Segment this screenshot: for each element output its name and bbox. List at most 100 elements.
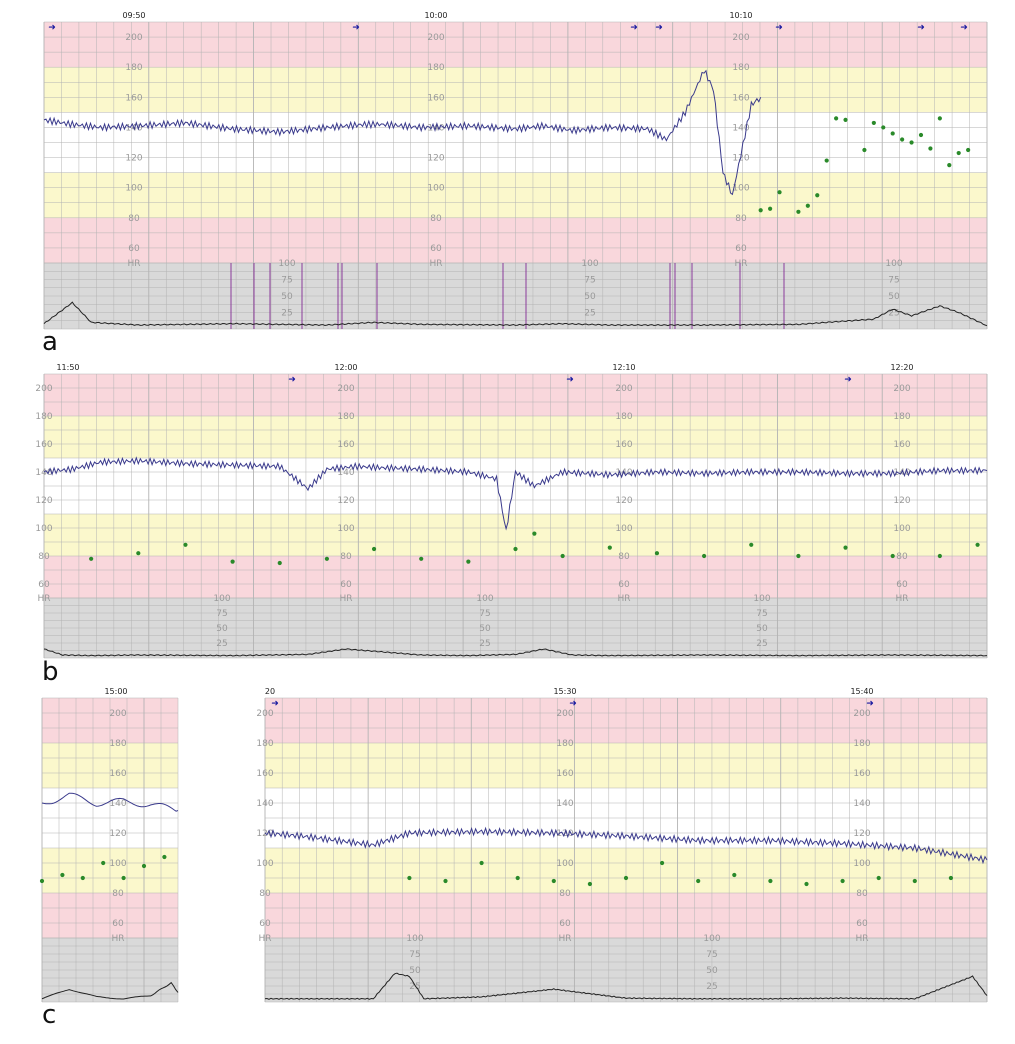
fhr-scale-label: 140: [35, 468, 52, 478]
fhr-scale-label: 140: [893, 468, 910, 478]
fhr-scale-label: 140: [427, 123, 444, 133]
fhr-scale-label: 180: [256, 739, 273, 749]
fhr-scale-label: 100: [893, 524, 910, 534]
maternal-hr-point: [515, 875, 520, 881]
fhr-scale-label: 140: [337, 468, 354, 478]
maternal-hr-point: [804, 881, 809, 887]
time-label: 15:00: [104, 687, 127, 696]
maternal-hr-point: [607, 545, 612, 550]
fhr-scale-label: 60: [112, 919, 124, 929]
fhr-scale-label: 200: [337, 384, 354, 394]
fhr-scale-label: 120: [337, 496, 354, 506]
fhr-scale-label: 100: [556, 859, 573, 869]
maternal-hr-point: [230, 559, 235, 564]
toco-scale-label: 100: [406, 934, 423, 944]
fhr-scale-label: 180: [337, 412, 354, 422]
fhr-scale-label: 180: [556, 739, 573, 749]
toco-trace: [41, 981, 179, 1000]
toco-scale-label: 75: [756, 609, 767, 619]
maternal-hr-point: [407, 875, 412, 881]
event-marker: ➜: [917, 23, 925, 33]
fhr-scale-label: 160: [893, 440, 910, 450]
fhr-axis-label: HR: [258, 934, 271, 944]
fhr-scale-label: 160: [109, 769, 126, 779]
fhr-scale-label: 180: [893, 412, 910, 422]
fhr-scale-label: 200: [732, 33, 749, 43]
maternal-hr-point: [277, 560, 282, 566]
event-marker: ➜: [352, 23, 360, 33]
toco-scale-label: 50: [706, 966, 718, 976]
toco-scale-label: 50: [281, 292, 293, 302]
panel-c-label: c: [42, 1000, 57, 1030]
toco-scale-label: 100: [753, 594, 770, 604]
maternal-hr-point: [758, 208, 763, 213]
fhr-scale-label: 120: [732, 154, 749, 164]
time-label: 12:10: [612, 363, 635, 372]
toco-scale-label: 25: [706, 982, 717, 992]
fhr-scale-label: 120: [853, 829, 870, 839]
fhr-scale-label: 180: [427, 63, 444, 73]
toco-scale-label: 50: [584, 292, 596, 302]
toco-scale-label: 100: [213, 594, 230, 604]
maternal-hr-point: [912, 878, 917, 884]
fhr-scale-label: 200: [35, 384, 52, 394]
event-marker: ➜: [775, 23, 783, 33]
toco-scale-label: 25: [216, 639, 227, 649]
fhr-scale-label: 80: [340, 552, 352, 562]
toco-scale-label: 100: [885, 259, 902, 269]
fhr-trace: [41, 792, 179, 812]
fhr-scale-label: 60: [38, 580, 50, 590]
ctg-strip-c-right: 200 180 160 140 120 100 80 60 HR 200 180 160 140 120 1…: [256, 687, 988, 1003]
toco-scale-label: 50: [479, 624, 491, 634]
fhr-scale-label: 100: [35, 524, 52, 534]
maternal-hr-point: [136, 551, 141, 556]
toco-scale-label: 100: [476, 594, 493, 604]
fhr-scale-label: 200: [556, 709, 573, 719]
maternal-hr-point: [834, 116, 839, 121]
fhr-scale-label: 160: [35, 440, 52, 450]
fhr-scale-label: 60: [856, 919, 868, 929]
maternal-hr-point: [60, 872, 65, 878]
maternal-hr-point: [479, 860, 484, 866]
toco-scale-label: 50: [409, 966, 421, 976]
time-label: 20: [265, 687, 275, 696]
event-marker: ➜: [566, 375, 574, 385]
maternal-hr-point: [101, 860, 106, 866]
fhr-scale-label: 120: [109, 829, 126, 839]
fhr-scale-label: 60: [340, 580, 352, 590]
maternal-hr-point: [796, 209, 801, 214]
fhr-scale-label: 80: [128, 214, 140, 224]
ctg-strip-c-left: 200 180 160 140 120 100 80 60 HR 15:00: [39, 687, 179, 1003]
event-marker: ➜: [569, 699, 577, 709]
maternal-hr-point: [777, 190, 782, 195]
fhr-scale-label: 200: [109, 709, 126, 719]
event-marker: ➜: [271, 699, 279, 709]
fhr-scale-label: 60: [896, 580, 908, 590]
toco-scale-label: 75: [479, 609, 490, 619]
maternal-hr-point: [551, 878, 556, 884]
toco-scale-label: 75: [281, 276, 292, 286]
maternal-hr-point: [513, 546, 518, 552]
maternal-hr-point: [141, 863, 147, 869]
event-marker: ➜: [960, 23, 968, 33]
maternal-hr-point: [890, 553, 895, 559]
fhr-scale-label: 80: [259, 889, 271, 899]
maternal-hr-point: [162, 854, 167, 860]
fhr-scale-label: 160: [256, 769, 273, 779]
fhr-axis-label: HR: [37, 594, 50, 604]
fhr-scale-label: 120: [615, 496, 632, 506]
maternal-hr-point: [696, 878, 701, 884]
fhr-scale-label: 160: [615, 440, 632, 450]
fhr-scale-label: 120: [893, 496, 910, 506]
fhr-scale-label: 100: [337, 524, 354, 534]
fhr-axis-label: HR: [855, 934, 868, 944]
maternal-hr-point: [840, 878, 845, 884]
maternal-hr-point: [876, 875, 881, 881]
maternal-hr-point: [560, 553, 565, 559]
fhr-axis-label: HR: [429, 259, 442, 269]
fhr-axis-label: HR: [127, 259, 140, 269]
fhr-scale-label: 60: [618, 580, 630, 590]
fhr-scale-label: 160: [732, 93, 749, 103]
fhr-scale-label: 120: [35, 496, 52, 506]
maternal-hr-point: [956, 150, 961, 156]
